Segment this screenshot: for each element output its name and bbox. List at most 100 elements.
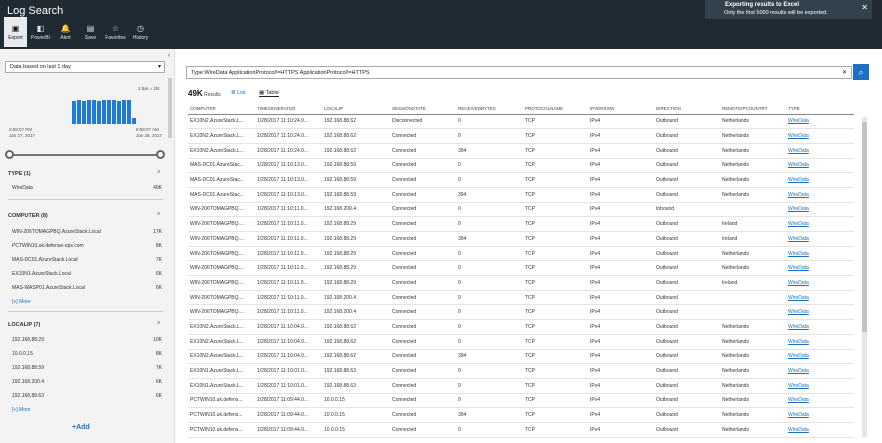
scrollbar-thumb[interactable] xyxy=(862,122,867,332)
histogram-bar[interactable] xyxy=(127,100,131,124)
table-row[interactable]: EX10N2.AzureStack.L... 1/28/2017 11:10:24… xyxy=(188,143,854,159)
histogram-bar[interactable] xyxy=(122,100,126,124)
type-link[interactable]: WireData xyxy=(786,231,854,247)
facet-item[interactable]: 192.168.88.29 10K xyxy=(12,337,162,343)
slider-start-handle[interactable] xyxy=(5,150,14,159)
facet-item[interactable]: 192.168.88.63 6K xyxy=(12,393,162,399)
type-link[interactable]: WireData xyxy=(786,393,854,409)
facet-item[interactable]: 10.0.0.15 8K xyxy=(12,351,162,357)
facet-item[interactable]: EX10N1.AzureStack.Local 6K xyxy=(12,271,162,277)
type-link[interactable]: WireData xyxy=(786,158,854,174)
histogram-bar[interactable] xyxy=(117,100,121,124)
facet-item[interactable]: WIN-206TOMAGPBQ.AzureStack.Local 17K xyxy=(12,229,162,235)
column-header[interactable]: SESSIONSTATE xyxy=(390,103,456,115)
type-link[interactable]: WireData xyxy=(786,114,854,130)
type-link[interactable]: WireData xyxy=(786,128,854,144)
type-link[interactable]: WireData xyxy=(786,407,854,423)
table-row[interactable]: EX10N2.AzureStack.L... 1/28/2017 11:10:04… xyxy=(188,349,854,365)
type-link[interactable]: WireData xyxy=(786,275,854,291)
type-link[interactable]: WireData xyxy=(786,319,854,335)
table-row[interactable]: EX10N2.AzureStack.L... 1/28/2017 11:10:24… xyxy=(188,128,854,144)
histogram-bar[interactable] xyxy=(82,100,86,124)
type-link[interactable]: WireData xyxy=(786,422,854,438)
table-row[interactable]: WIN-206TOMAGPBQ.... 1/28/2017 11:10:11.0.… xyxy=(188,304,854,321)
tab-list[interactable]: ≣ List xyxy=(231,90,246,96)
table-row[interactable]: MAS-DC01.AzureStac... 1/28/2017 11:10:13.… xyxy=(188,172,854,188)
history-button[interactable]: ◷ History xyxy=(129,17,152,47)
column-header[interactable]: LOCALIP xyxy=(322,103,390,115)
type-link[interactable]: WireData xyxy=(786,202,854,218)
type-link[interactable]: WireData xyxy=(786,363,854,379)
histogram-bar[interactable] xyxy=(132,118,136,124)
table-row[interactable]: PCTWIN10.uk.defens... 1/28/2017 11:09:44.… xyxy=(188,407,854,423)
table-row[interactable]: EX10N1.AzureStack.L... 1/28/2017 11:10:01… xyxy=(188,363,854,379)
type-link[interactable]: WireData xyxy=(786,172,854,188)
slider-end-handle[interactable] xyxy=(156,150,165,159)
facet-item[interactable]: MAS-WASP01.AzureStack.Local 6K xyxy=(12,285,162,291)
time-histogram[interactable] xyxy=(72,96,140,124)
table-row[interactable]: WIN-206TOMAGPBQ.... 1/28/2017 11:10:11.0.… xyxy=(188,246,854,262)
close-icon[interactable]: ✕ xyxy=(861,3,868,12)
type-link[interactable]: WireData xyxy=(786,143,854,159)
histogram-bar[interactable] xyxy=(87,100,91,124)
column-header[interactable]: DIRECTION xyxy=(654,103,720,115)
histogram-bar[interactable] xyxy=(112,100,116,124)
computer-more-link[interactable]: [+] More xyxy=(12,299,31,305)
histogram-bar[interactable] xyxy=(72,101,76,124)
clear-icon[interactable]: ✕ xyxy=(841,70,847,76)
alert-button[interactable]: 🔔 Alert xyxy=(54,17,77,47)
table-row[interactable]: MAS-DC01.AzureStac... 1/28/2017 11:10:13.… xyxy=(188,187,854,203)
type-link[interactable]: WireData xyxy=(786,304,854,321)
table-row[interactable]: PCTWIN10.uk.defens... 1/28/2017 11:09:44.… xyxy=(188,422,854,438)
tab-table[interactable]: ▦ Table xyxy=(259,90,279,97)
table-row[interactable]: WIN-206TOMAGPBQ.... 1/28/2017 11:10:11.0.… xyxy=(188,202,854,218)
add-facet-button[interactable]: +Add xyxy=(72,424,90,431)
collapse-icon[interactable]: ˄ xyxy=(157,212,161,218)
facet-item[interactable]: MAS-DC01.AzureStack.Local 7K xyxy=(12,257,162,263)
facet-item[interactable]: 192.168.200.4 6K xyxy=(12,379,162,385)
table-row[interactable]: WIN-206TOMAGPBQ.... 1/28/2017 11:10:11.0.… xyxy=(188,275,854,291)
histogram-bar[interactable] xyxy=(102,99,106,124)
save-button[interactable]: ▤ Save xyxy=(79,17,102,47)
table-row[interactable]: EX10N1.AzureStack.L... 1/28/2017 11:10:01… xyxy=(188,378,854,394)
histogram-bar[interactable] xyxy=(97,100,101,124)
favorites-button[interactable]: ☆ Favorites xyxy=(104,17,127,47)
column-header[interactable]: REMOTEIPCOUNTRY xyxy=(720,103,786,115)
type-link[interactable]: WireData xyxy=(786,260,854,277)
facet-item[interactable]: 192.168.88.59 7K xyxy=(12,365,162,371)
histogram-bar[interactable] xyxy=(92,100,96,124)
table-row[interactable]: EX10N2.AzureStack.L... 1/28/2017 11:10:04… xyxy=(188,319,854,335)
table-row[interactable]: WIN-206TOMAGPBQ.... 1/28/2017 11:10:11.0.… xyxy=(188,290,854,306)
column-header[interactable]: IPVERSION xyxy=(588,103,654,115)
table-row[interactable]: WIN-206TOMAGPBQ.... 1/28/2017 11:10:11.0.… xyxy=(188,260,854,277)
search-input[interactable]: Type:WireData ApplicationProtocol!=HTTPS… xyxy=(186,66,852,79)
histogram-bar[interactable] xyxy=(107,100,111,124)
facet-item[interactable]: WireData 49K xyxy=(12,185,162,191)
type-link[interactable]: WireData xyxy=(786,378,854,394)
column-header[interactable]: PROTOCOLNAME xyxy=(523,103,588,115)
type-link[interactable]: WireData xyxy=(786,246,854,262)
type-link[interactable]: WireData xyxy=(786,290,854,306)
column-header[interactable]: RECEIVEDBYTES xyxy=(456,103,523,115)
left-scrollbar[interactable] xyxy=(168,78,172,138)
column-header[interactable]: COMPUTER xyxy=(188,103,255,115)
time-range-dropdown[interactable]: Data based on last 1 day ▾ xyxy=(5,61,165,73)
column-header[interactable]: TYPE xyxy=(786,103,854,115)
collapse-icon[interactable]: ˄ xyxy=(157,170,161,176)
export-button[interactable]: ▣ Export xyxy=(4,17,27,47)
search-button[interactable]: ⌕ xyxy=(853,64,869,80)
collapse-icon[interactable]: ˄ xyxy=(157,321,161,327)
localip-more-link[interactable]: [+] More xyxy=(12,407,31,413)
table-row[interactable]: PCTWIN10.uk.defens... 1/28/2017 11:09:44.… xyxy=(188,393,854,409)
table-row[interactable]: EX10N2.AzureStack.L... 1/28/2017 11:10:04… xyxy=(188,334,854,350)
type-link[interactable]: WireData xyxy=(786,334,854,350)
table-row[interactable]: MAS-DC01.AzureStac... 1/28/2017 11:10:13.… xyxy=(188,158,854,174)
table-scrollbar[interactable] xyxy=(862,117,867,437)
type-link[interactable]: WireData xyxy=(786,187,854,203)
facet-item[interactable]: PCTWIN10.uk.defense-ops.com 8K xyxy=(12,243,162,249)
table-row[interactable]: EX10N2.AzureStack.L... 1/28/2017 11:10:24… xyxy=(188,114,854,130)
column-header[interactable]: TIMEGENERATED xyxy=(255,103,322,115)
collapse-panel-icon[interactable]: ‹ xyxy=(168,52,171,59)
type-link[interactable]: WireData xyxy=(786,349,854,365)
time-slider[interactable] xyxy=(5,150,165,159)
